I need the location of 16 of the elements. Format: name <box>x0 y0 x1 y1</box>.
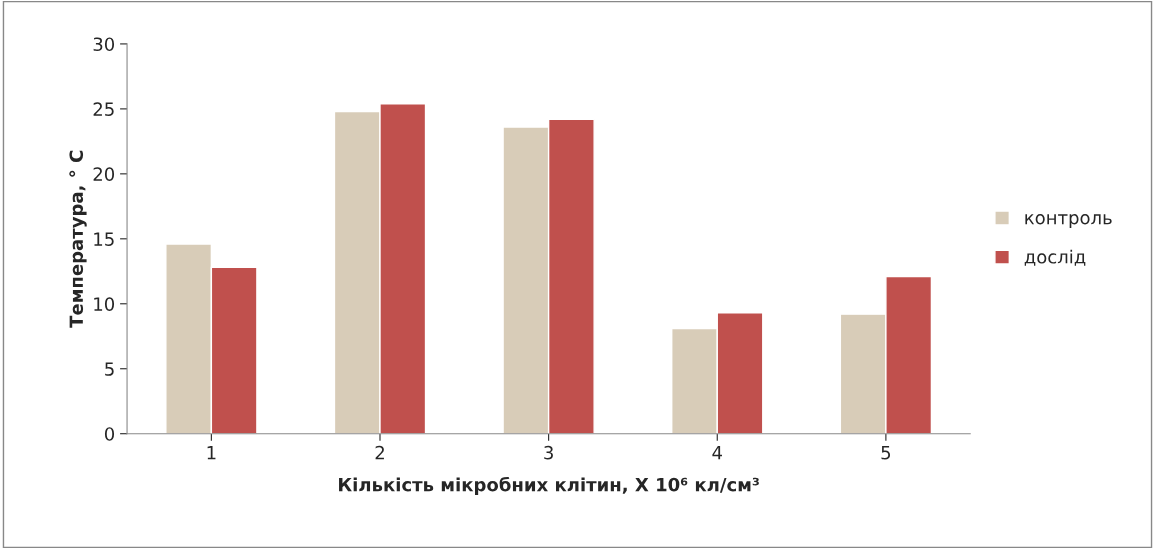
y-axis-title: Температура, ° С <box>69 150 87 328</box>
y-tick-label: 30 <box>93 37 115 52</box>
y-tick-label: 25 <box>93 102 114 116</box>
x-tick-label: 3 <box>544 445 553 460</box>
y-tick-label: 5 <box>105 362 114 376</box>
legend-label: дослід <box>1024 249 1086 266</box>
x-tick-label: 4 <box>712 446 722 460</box>
y-tick-label: 0 <box>104 427 115 441</box>
x-axis-title: Кількість мікробних клітин, X 10⁶ кл/см³ <box>339 476 759 495</box>
x-tick-label: 2 <box>375 445 384 460</box>
x-tick-label: 1 <box>207 446 216 460</box>
legend-label: контроль <box>1025 214 1112 228</box>
y-tick-label: 15 <box>94 232 114 246</box>
y-tick-label: 10 <box>94 297 115 311</box>
x-tick-label: 5 <box>881 446 891 460</box>
y-tick-label: 20 <box>93 167 115 181</box>
